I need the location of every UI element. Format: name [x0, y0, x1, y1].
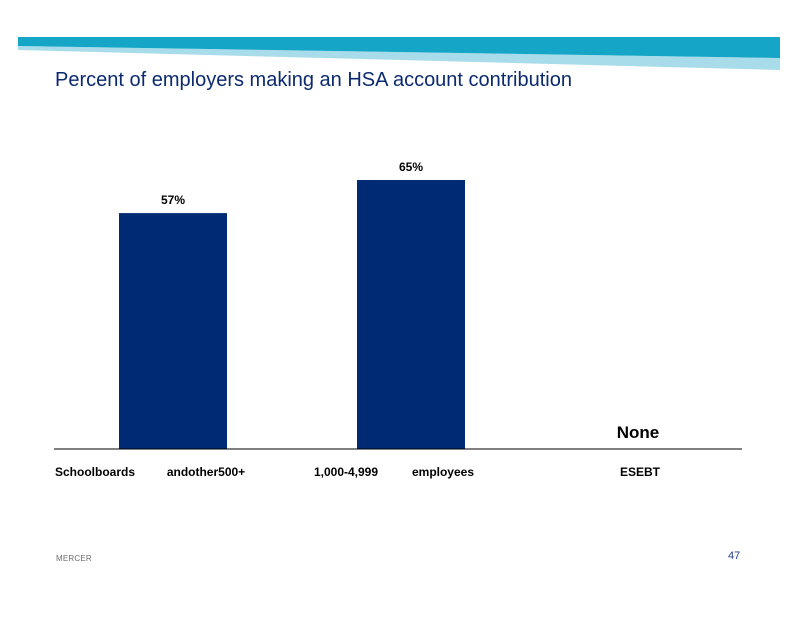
header-band [18, 37, 780, 70]
header-band-light [18, 46, 780, 70]
x-tick-label-2-1: 1,000-4,999 [314, 465, 378, 479]
bar-2 [357, 180, 465, 449]
x-tick-label-1-2: andother500+ [167, 465, 245, 479]
x-tick-label-1-1: Schoolboards [55, 465, 135, 479]
data-label-1: 57% [161, 193, 185, 207]
x-tick-label-3-1: ESEBT [620, 465, 661, 479]
bar-1 [119, 213, 227, 449]
footer-brand: MERCER [56, 554, 92, 563]
x-tick-label-2-2: employees [412, 465, 474, 479]
page-number: 47 [728, 550, 741, 562]
data-label-2: 65% [399, 160, 423, 174]
slide-title: Percent of employers making an HSA accou… [55, 69, 572, 91]
data-label-3: None [617, 423, 660, 442]
header-band-dark [18, 37, 780, 58]
